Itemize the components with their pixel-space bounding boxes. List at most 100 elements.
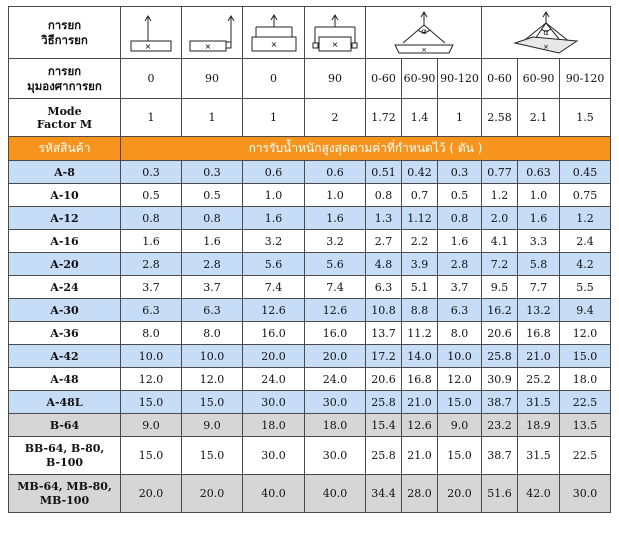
capacity-cell: 8.0 <box>120 321 182 345</box>
capacity-cell: 4.8 <box>365 252 402 276</box>
capacity-cell: 13.2 <box>517 298 561 322</box>
mode-factor-cell: 1 <box>242 98 305 137</box>
capacity-cell: 10.0 <box>181 344 243 368</box>
capacity-cell: 30.0 <box>242 390 305 414</box>
capacity-cell: 9.0 <box>181 413 243 437</box>
capacity-cell: 3.7 <box>120 275 182 299</box>
angle-cell: 90-120 <box>559 58 612 99</box>
capacity-cell: 15.0 <box>436 390 483 414</box>
capacity-cell: 6.3 <box>120 298 182 322</box>
capacity-cell: 15.4 <box>365 413 402 437</box>
table-row: A-36 8.0 8.0 16.0 16.0 13.7 11.2 8.0 20.6 16.8 12.… <box>8 321 612 345</box>
capacity-cell: 2.4 <box>559 229 612 253</box>
capacity-cell: 5.5 <box>559 275 612 299</box>
capacity-cell: 15.0 <box>559 344 612 368</box>
capacity-cell: 0.75 <box>559 183 612 207</box>
capacity-cell: 20.0 <box>242 344 305 368</box>
capacity-cell: 3.7 <box>181 275 243 299</box>
capacity-cell: 6.3 <box>181 298 243 322</box>
capacity-cell: 0.8 <box>365 183 402 207</box>
capacity-cell: 11.2 <box>401 321 438 345</box>
capacity-cell: 2.7 <box>365 229 402 253</box>
capacity-cell: 16.8 <box>517 321 561 345</box>
capacity-cell: 5.6 <box>242 252 305 276</box>
capacity-cell: 6.3 <box>436 298 483 322</box>
capacity-cell: 10.8 <box>365 298 402 322</box>
section-header-row: รหัสสินค้า การรับน้ำหนักสูงสุดตามค่าที่ก… <box>8 136 612 161</box>
capacity-cell: 10.0 <box>120 344 182 368</box>
product-code: A-12 <box>8 206 121 230</box>
capacity-cell: 0.5 <box>181 183 243 207</box>
angle-cell: 60-90 <box>517 58 561 99</box>
angle-label: การยก มุมองศาการยก <box>8 58 121 99</box>
capacity-cell: 15.0 <box>436 436 483 475</box>
capacity-cell: 8.8 <box>401 298 438 322</box>
capacity-cell: 3.9 <box>401 252 438 276</box>
capacity-cell: 4.1 <box>481 229 519 253</box>
table-row: A-24 3.7 3.7 7.4 7.4 6.3 5.1 3.7 9.5 7.7 5.5 <box>8 275 612 299</box>
vertical-lift-icon: × <box>120 6 182 59</box>
capacity-cell: 0.51 <box>365 160 402 184</box>
capacity-cell: 23.2 <box>481 413 519 437</box>
svg-text:×: × <box>205 42 212 51</box>
capacity-cell: 25.8 <box>481 344 519 368</box>
capacity-cell: 5.8 <box>517 252 561 276</box>
capacity-cell: 1.3 <box>365 206 402 230</box>
svg-text:α: α <box>543 28 548 37</box>
capacity-cell: 0.3 <box>120 160 182 184</box>
capacity-cell: 7.2 <box>481 252 519 276</box>
product-code: A-8 <box>8 160 121 184</box>
capacity-cell: 7.4 <box>304 275 366 299</box>
capacity-cell: 1.12 <box>401 206 438 230</box>
angle-row: การยก มุมองศาการยก 0 90 0 90 0-60 60-90 … <box>8 58 612 99</box>
capacity-cell: 38.7 <box>481 390 519 414</box>
capacity-cell: 24.0 <box>304 367 366 391</box>
product-code: BB-64, B-80, B-100 <box>8 436 121 475</box>
svg-text:×: × <box>421 46 427 54</box>
capacity-cell: 18.0 <box>304 413 366 437</box>
capacity-cell: 20.6 <box>481 321 519 345</box>
product-code: A-30 <box>8 298 121 322</box>
capacity-cell: 2.8 <box>436 252 483 276</box>
capacity-cell: 9.5 <box>481 275 519 299</box>
mode-factor-cell: 1.5 <box>559 98 612 137</box>
capacity-cell: 1.6 <box>304 206 366 230</box>
product-code: MB-64, MB-80, MB-100 <box>8 474 121 513</box>
capacity-cell: 12.0 <box>436 367 483 391</box>
capacity-cell: 20.0 <box>120 474 182 513</box>
capacity-cell: 20.0 <box>181 474 243 513</box>
capacity-cell: 20.0 <box>304 344 366 368</box>
capacity-cell: 0.6 <box>304 160 366 184</box>
capacity-cell: 6.3 <box>365 275 402 299</box>
capacity-cell: 1.0 <box>304 183 366 207</box>
capacity-cell: 0.7 <box>401 183 438 207</box>
capacity-cell: 22.5 <box>559 390 612 414</box>
product-code: A-36 <box>8 321 121 345</box>
svg-text:×: × <box>145 42 152 51</box>
capacity-cell: 0.63 <box>517 160 561 184</box>
svg-text:×: × <box>543 43 549 51</box>
capacity-cell: 9.0 <box>120 413 182 437</box>
capacity-cell: 0.42 <box>401 160 438 184</box>
capacity-cell: 7.4 <box>242 275 305 299</box>
capacity-cell: 0.45 <box>559 160 612 184</box>
capacity-cell: 8.0 <box>436 321 483 345</box>
capacity-cell: 0.3 <box>436 160 483 184</box>
capacity-cell: 1.6 <box>436 229 483 253</box>
capacity-cell: 7.7 <box>517 275 561 299</box>
method-label: การยก วิธีการยก <box>8 6 121 59</box>
mode-factor-cell: 1 <box>120 98 182 137</box>
capacity-cell: 4.2 <box>559 252 612 276</box>
capacity-cell: 3.2 <box>304 229 366 253</box>
table-row: A-16 1.6 1.6 3.2 3.2 2.7 2.2 1.6 4.1 3.3 2.4 <box>8 229 612 253</box>
capacity-cell: 30.0 <box>304 390 366 414</box>
capacity-cell: 31.5 <box>517 390 561 414</box>
mode-factor-row: Mode Factor M 1 1 1 2 1.72 1.4 1 2.58 2.… <box>8 98 612 137</box>
capacity-cell: 12.6 <box>242 298 305 322</box>
capacity-cell: 34.4 <box>365 474 402 513</box>
table-row: A-48L 15.0 15.0 30.0 30.0 25.8 21.0 15.0 38.7 31.… <box>8 390 612 414</box>
capacity-cell: 18.0 <box>242 413 305 437</box>
capacity-cell: 0.3 <box>181 160 243 184</box>
mode-factor-label: Mode Factor M <box>8 98 121 137</box>
angle-cell: 90 <box>181 58 243 99</box>
